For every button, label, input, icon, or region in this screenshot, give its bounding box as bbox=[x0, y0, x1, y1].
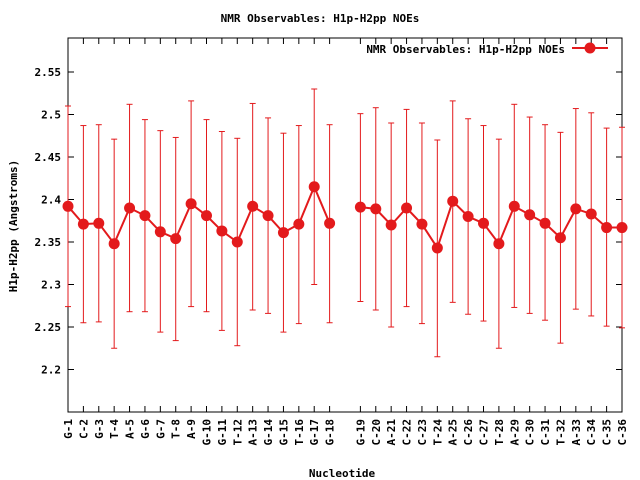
x-tick-label: C-23 bbox=[416, 419, 429, 446]
x-tick-label: G-6 bbox=[139, 419, 152, 439]
x-tick-label: A-33 bbox=[570, 419, 583, 446]
data-point bbox=[77, 218, 89, 230]
x-tick-label: A-9 bbox=[185, 419, 198, 439]
series-line bbox=[67, 184, 331, 246]
x-tick-label: C-2 bbox=[77, 419, 90, 439]
y-tick-label: 2.2 bbox=[41, 364, 61, 377]
data-point bbox=[416, 218, 428, 230]
data-point bbox=[539, 217, 551, 229]
x-tick-label: G-17 bbox=[308, 419, 321, 446]
data-point bbox=[247, 200, 259, 212]
x-tick-label: G-1 bbox=[62, 419, 75, 439]
plot-area bbox=[67, 37, 623, 413]
data-point bbox=[478, 217, 489, 229]
x-tick-label: C-22 bbox=[401, 419, 414, 446]
data-point bbox=[462, 211, 474, 222]
x-tick-label: G-19 bbox=[354, 419, 367, 446]
data-point bbox=[524, 209, 536, 221]
data-point bbox=[124, 202, 136, 214]
y-tick-label: 2.3 bbox=[41, 279, 61, 292]
data-point bbox=[616, 222, 628, 234]
data-point bbox=[508, 200, 520, 212]
x-tick-label: C-30 bbox=[524, 419, 537, 446]
x-axis: G-1 C-2 G-3 T-4 A-5 G-6 G-7 T-8 A-9 G-10 G-11 T-12 A… bbox=[62, 38, 629, 446]
series-lines bbox=[67, 184, 622, 251]
data-point bbox=[493, 238, 505, 250]
data-point bbox=[601, 222, 613, 234]
x-axis-label: Nucleotide bbox=[309, 467, 376, 480]
y-tick-label: 2.25 bbox=[35, 321, 62, 334]
y-tick-label: 2.35 bbox=[35, 236, 62, 249]
x-tick-label: A-25 bbox=[447, 419, 460, 446]
data-point bbox=[231, 236, 243, 248]
x-tick-label: G-3 bbox=[93, 419, 106, 439]
data-point bbox=[370, 203, 382, 215]
data-point bbox=[293, 218, 305, 230]
y-axis-label: H1p-H2pp (Angstroms) bbox=[7, 160, 20, 292]
x-tick-label: T-24 bbox=[431, 419, 444, 446]
x-tick-label: C-27 bbox=[478, 419, 491, 446]
y-tick-label: 2.55 bbox=[35, 66, 62, 79]
x-tick-label: G-7 bbox=[154, 419, 167, 439]
x-tick-label: A-21 bbox=[385, 419, 398, 446]
data-point bbox=[354, 201, 366, 213]
x-tick-label: T-12 bbox=[231, 419, 244, 446]
y-tick-label: 2.4 bbox=[41, 194, 61, 207]
y-tick-label: 2.5 bbox=[41, 109, 61, 122]
x-tick-label: G-11 bbox=[216, 419, 229, 446]
data-point bbox=[401, 202, 413, 214]
x-tick-label: G-15 bbox=[277, 419, 290, 446]
x-tick-label: C-35 bbox=[601, 419, 614, 446]
data-point bbox=[277, 227, 289, 239]
data-point bbox=[139, 210, 151, 222]
legend: NMR Observables: H1p-H2pp NOEs bbox=[366, 42, 608, 56]
data-point bbox=[216, 225, 228, 237]
x-tick-label: C-26 bbox=[462, 419, 475, 446]
data-point bbox=[201, 210, 212, 222]
plot-frame bbox=[67, 37, 623, 413]
x-tick-label: T-32 bbox=[554, 419, 567, 446]
x-tick-label: G-18 bbox=[324, 419, 337, 446]
data-point bbox=[170, 233, 182, 245]
y-tick-label: 2.45 bbox=[35, 151, 62, 164]
x-tick-label: T-8 bbox=[170, 419, 183, 439]
data-point bbox=[108, 238, 120, 250]
data-point bbox=[570, 203, 582, 215]
data-point bbox=[308, 181, 320, 193]
x-tick-label: C-31 bbox=[539, 419, 552, 446]
x-tick-label: G-10 bbox=[201, 419, 214, 446]
data-point bbox=[154, 226, 166, 238]
data-point bbox=[185, 198, 197, 210]
data-point bbox=[385, 219, 397, 231]
data-point bbox=[93, 217, 105, 229]
x-tick-label: C-20 bbox=[370, 419, 383, 446]
legend-label: NMR Observables: H1p-H2pp NOEs bbox=[366, 43, 565, 56]
x-tick-label: T-4 bbox=[108, 419, 121, 439]
x-tick-label: T-28 bbox=[493, 419, 506, 446]
data-point bbox=[324, 217, 336, 229]
x-tick-label: C-34 bbox=[585, 419, 598, 446]
x-tick-label: A-29 bbox=[508, 419, 521, 446]
x-tick-label: T-16 bbox=[293, 419, 306, 446]
x-tick-label: A-13 bbox=[247, 419, 260, 446]
data-point bbox=[447, 195, 459, 207]
x-tick-label: C-36 bbox=[616, 419, 629, 446]
data-point bbox=[585, 208, 597, 220]
x-tick-label: G-14 bbox=[262, 419, 275, 446]
chart-title: NMR Observables: H1p-H2pp NOEs bbox=[221, 12, 420, 25]
data-point bbox=[431, 242, 443, 254]
series-line bbox=[360, 199, 622, 251]
data-point bbox=[62, 200, 74, 212]
data-points bbox=[62, 181, 628, 254]
legend-marker bbox=[584, 42, 596, 54]
data-point bbox=[554, 232, 566, 244]
y-axis: 2.2 2.25 2.3 2.35 2.4 2.45 2.5 2.55 bbox=[35, 66, 622, 377]
data-point bbox=[262, 210, 274, 222]
x-tick-label: A-5 bbox=[124, 419, 137, 439]
